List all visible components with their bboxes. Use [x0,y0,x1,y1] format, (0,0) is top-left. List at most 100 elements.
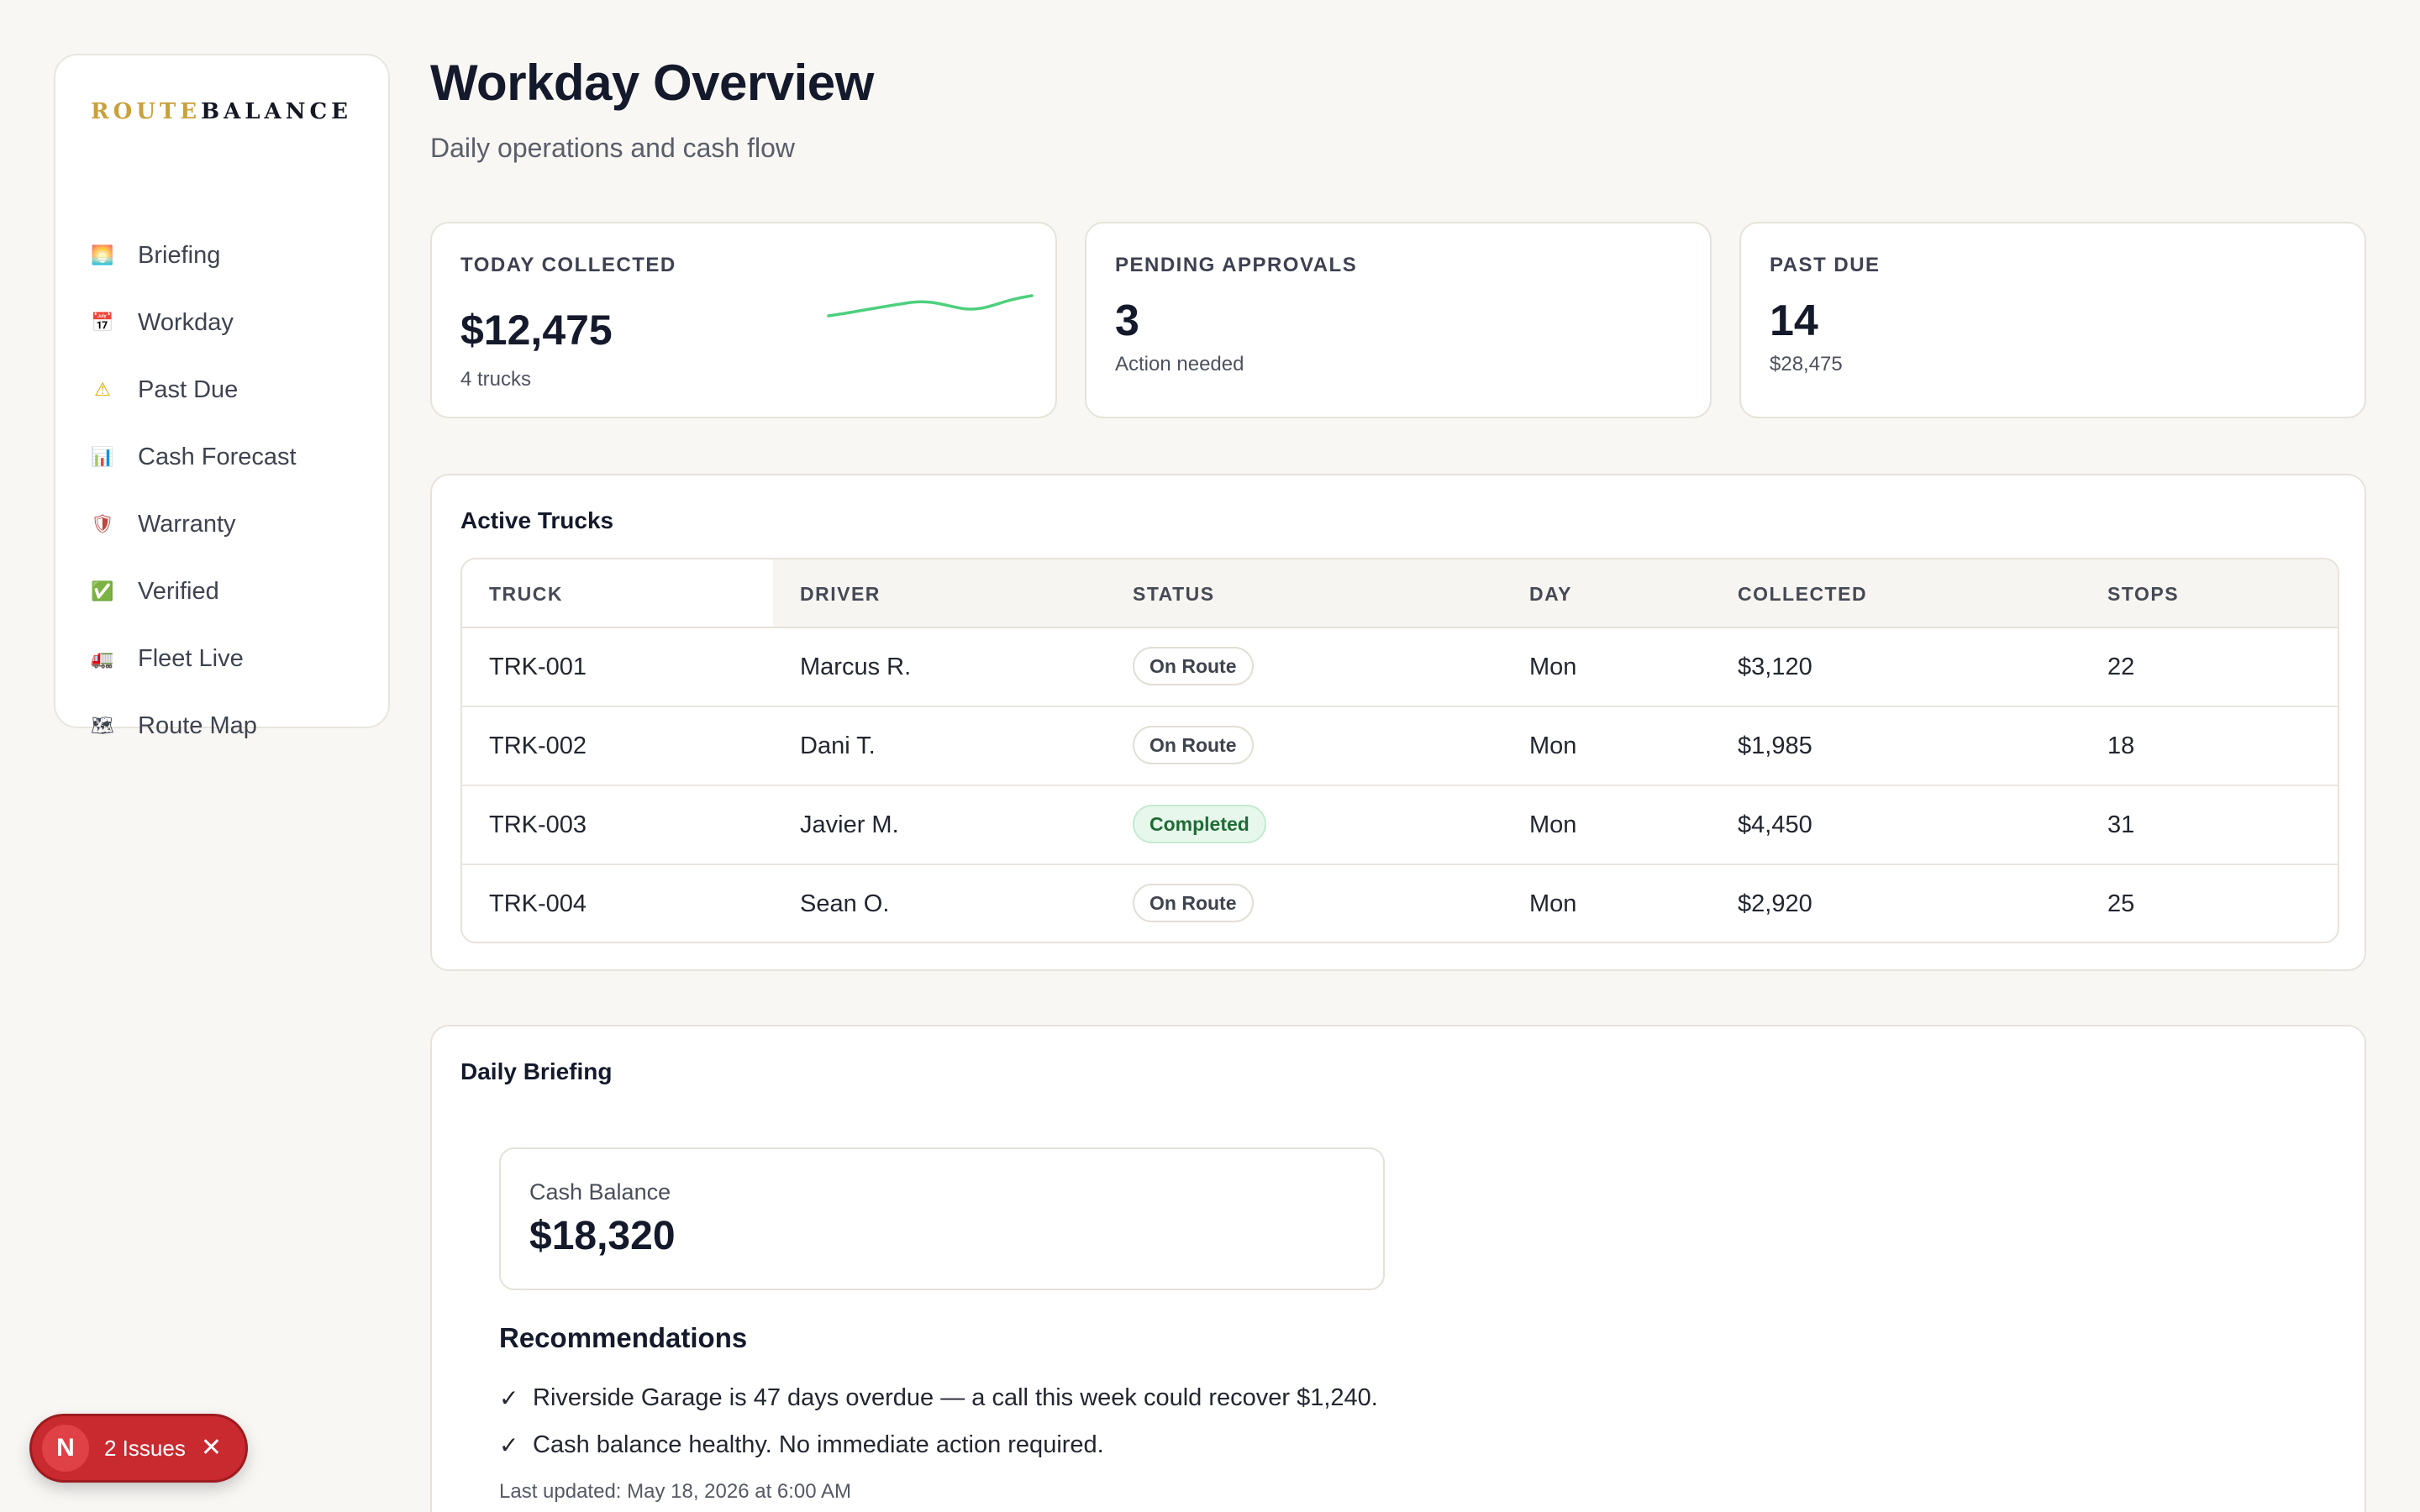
sidebar-item-route-map[interactable]: 🗺 Route Map [89,692,366,759]
cell-stops: 18 [2107,732,2135,759]
stat-label: PENDING APPROVALS [1115,254,1358,276]
sidebar-item-workday[interactable]: 📅 Workday [89,289,366,356]
table-header: TRUCK DRIVER STATUS DAY COLLECTED STOPS [462,559,2338,628]
cell-collected: $2,920 [1738,890,1812,917]
sparkline-chart [827,294,1034,318]
cell-driver: Marcus R. [800,654,912,680]
sidebar-item-label: Route Map [138,711,257,739]
status-badge: On Route [1133,726,1254,764]
cell-stops: 31 [2107,811,2135,838]
status-badge: Completed [1133,805,1266,843]
cash-balance-label: Cash Balance [529,1179,671,1205]
stat-value: 14 [1770,297,1818,345]
bar-chart-icon: 📊 [91,446,114,467]
checkmark-icon: ✓ [499,1431,519,1458]
sidebar-item-label: Briefing [138,241,221,269]
truck-icon: 🚛 [91,648,114,669]
sunrise-icon: 🌅 [91,244,114,265]
check-box-icon: ✅ [91,580,114,601]
stat-value: $12,475 [460,307,613,354]
sidebar-item-cash-forecast[interactable]: 📊 Cash Forecast [89,423,366,491]
cell-day: Mon [1529,890,1577,917]
stat-sub: 4 trucks [460,368,532,391]
column-header-driver[interactable]: DRIVER [800,583,881,605]
cell-stops: 22 [2107,654,2135,680]
sparkline-line [827,294,1034,318]
cash-balance-card: Cash Balance $18,320 [499,1147,1385,1290]
sidebar-item-label: Warranty [138,510,236,538]
cash-balance-value: $18,320 [529,1214,676,1258]
close-icon[interactable]: ✕ [200,1434,222,1462]
nextjs-logo-icon[interactable]: N [42,1425,89,1472]
sidebar-item-briefing[interactable]: 🌅 Briefing [89,222,366,289]
brand-logo[interactable]: ROUTEBALANCE [91,99,352,124]
cell-truck: TRK-003 [489,811,587,838]
issues-count-label[interactable]: 2 Issues [104,1435,186,1461]
warning-icon: ⚠ [94,379,111,400]
column-header-collected[interactable]: COLLECTED [1738,583,1868,605]
sidebar-item-label: Workday [138,308,234,336]
cell-truck: TRK-002 [489,732,587,759]
stat-card-past-due[interactable]: PAST DUE 14 $28,475 [1739,222,2366,418]
sidebar-item-label: Past Due [138,375,239,403]
cell-truck: TRK-001 [489,654,587,680]
sidebar-item-past-due[interactable]: ⚠ Past Due [89,356,366,423]
issues-indicator[interactable]: N 2 Issues ✕ [32,1416,245,1480]
cell-truck: TRK-004 [489,890,587,917]
status-badge: On Route [1133,647,1254,685]
active-trucks-panel: Active Trucks TRUCK DRIVER STATUS DAY CO… [430,474,2366,971]
last-updated-timestamp: Last updated: May 18, 2026 at 6:00 AM [499,1480,851,1503]
cell-driver: Sean O. [800,890,890,917]
stat-label: PAST DUE [1770,254,1881,276]
column-header-stops[interactable]: STOPS [2107,583,2180,605]
calendar-icon: 📅 [91,312,114,333]
stat-value: 3 [1115,297,1139,345]
sidebar-item-label: Verified [138,577,219,605]
list-item: ✓ Cash balance healthy. No immediate act… [499,1421,1378,1468]
daily-briefing-panel: Daily Briefing Cash Balance $18,320 Reco… [430,1025,2366,1512]
column-header-day[interactable]: DAY [1529,583,1572,605]
stat-label: TODAY COLLECTED [460,254,676,276]
sidebar-item-warranty[interactable]: 🛡 Warranty [89,491,366,558]
cell-driver: Dani T. [800,732,876,759]
recommendations-list: ✓ Riverside Garage is 47 days overdue — … [499,1374,1378,1468]
sidebar-nav: 🌅 Briefing 📅 Workday ⚠ Past Due 📊 Cash F… [89,222,366,759]
trucks-table: TRUCK DRIVER STATUS DAY COLLECTED STOPS … [460,558,2339,943]
cell-stops: 25 [2107,890,2135,917]
cell-collected: $4,450 [1738,811,1812,838]
status-badge: On Route [1133,884,1254,922]
sidebar: ROUTEBALANCE 🌅 Briefing 📅 Workday ⚠ Past… [54,54,390,739]
cell-driver: Javier M. [800,811,899,838]
page-subtitle: Daily operations and cash flow [430,133,796,163]
brand-logo-route: ROUTE [91,99,202,124]
stat-sub: $28,475 [1770,353,1843,375]
table-row[interactable]: TRK-001 Marcus R. On Route Mon $3,120 22 [462,628,2338,707]
sidebar-item-verified[interactable]: ✅ Verified [89,558,366,625]
table-row[interactable]: TRK-003 Javier M. Completed Mon $4,450 3… [462,786,2338,865]
column-header-status[interactable]: STATUS [1133,583,1215,605]
sidebar-item-fleet-live[interactable]: 🚛 Fleet Live [89,625,366,692]
table-row[interactable]: TRK-002 Dani T. On Route Mon $1,985 18 [462,707,2338,786]
cell-day: Mon [1529,811,1577,838]
cell-collected: $1,985 [1738,732,1812,759]
brand-logo-balance: BALANCE [201,99,352,124]
recommendation-text: Cash balance healthy. No immediate actio… [533,1431,1104,1458]
cell-collected: $3,120 [1738,654,1812,680]
sidebar-item-label: Cash Forecast [138,443,297,470]
checkmark-icon: ✓ [499,1384,519,1411]
table-row[interactable]: TRK-004 Sean O. On Route Mon $2,920 25 [462,865,2338,942]
cell-day: Mon [1529,732,1577,759]
cell-day: Mon [1529,654,1577,680]
map-icon: 🗺 [91,715,114,736]
recommendation-text: Riverside Garage is 47 days overdue — a … [533,1383,1378,1411]
shield-icon: 🛡 [91,513,114,534]
page-title: Workday Overview [430,55,874,111]
recommendations-title: Recommendations [499,1322,748,1353]
list-item: ✓ Riverside Garage is 47 days overdue — … [499,1374,1378,1421]
stat-card-pending-approvals[interactable]: PENDING APPROVALS 3 Action needed [1085,222,1712,418]
panel-title: Daily Briefing [460,1058,613,1084]
column-header-truck[interactable]: TRUCK [489,583,563,605]
sidebar-item-label: Fleet Live [138,644,244,672]
stat-card-today-collected: TODAY COLLECTED $12,475 4 trucks [430,222,1057,418]
